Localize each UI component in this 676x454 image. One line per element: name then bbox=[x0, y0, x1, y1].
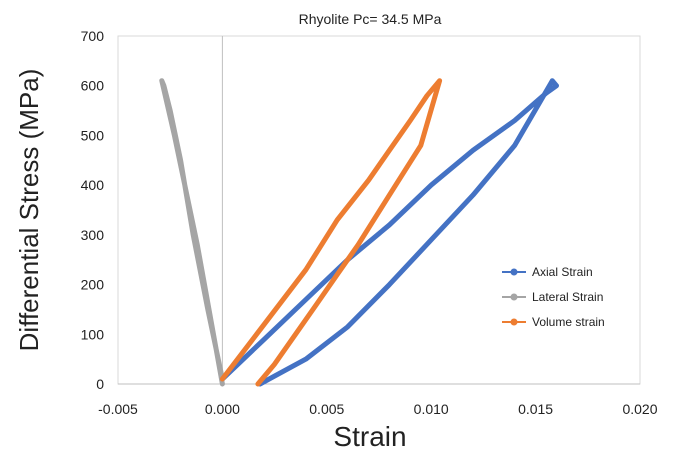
x-tick-label: 0.005 bbox=[309, 401, 344, 417]
legend-label: Volume strain bbox=[532, 315, 605, 329]
series-line-lateral-strain bbox=[159, 78, 225, 387]
x-tick-label: 0.015 bbox=[518, 401, 553, 417]
legend-swatch-marker bbox=[510, 268, 518, 276]
y-tick-label: 500 bbox=[81, 127, 105, 143]
legend-label: Lateral Strain bbox=[532, 290, 603, 304]
legend: Axial Strain Lateral Strain Volume strain bbox=[502, 265, 605, 329]
series-layer bbox=[159, 78, 559, 387]
series-line-volume-strain bbox=[219, 78, 443, 387]
legend-swatch-marker bbox=[510, 293, 518, 301]
y-tick-label: 400 bbox=[81, 177, 105, 193]
chart-title: Rhyolite Pc= 34.5 MPa bbox=[299, 11, 442, 27]
y-tick-label: 0 bbox=[96, 376, 104, 392]
legend-label: Axial Strain bbox=[532, 265, 593, 279]
y-tick-label: 100 bbox=[81, 326, 105, 342]
y-tick-label: 200 bbox=[81, 277, 105, 293]
x-axis-label: Strain bbox=[333, 421, 406, 452]
x-tick-label: -0.005 bbox=[98, 401, 138, 417]
y-tick-labels: 0 100 200 300 400 500 600 700 bbox=[81, 28, 105, 392]
legend-swatch-marker bbox=[510, 318, 518, 326]
y-tick-label: 600 bbox=[81, 78, 105, 94]
x-tick-labels: -0.005 0.000 0.005 0.010 0.015 0.020 bbox=[98, 401, 658, 417]
x-tick-label: 0.020 bbox=[622, 401, 657, 417]
y-axis-label: Differential Stress (MPa) bbox=[14, 69, 44, 352]
y-tick-label: 700 bbox=[81, 28, 105, 44]
x-tick-label: 0.010 bbox=[414, 401, 449, 417]
x-tick-label: 0.000 bbox=[205, 401, 240, 417]
y-tick-label: 300 bbox=[81, 227, 105, 243]
